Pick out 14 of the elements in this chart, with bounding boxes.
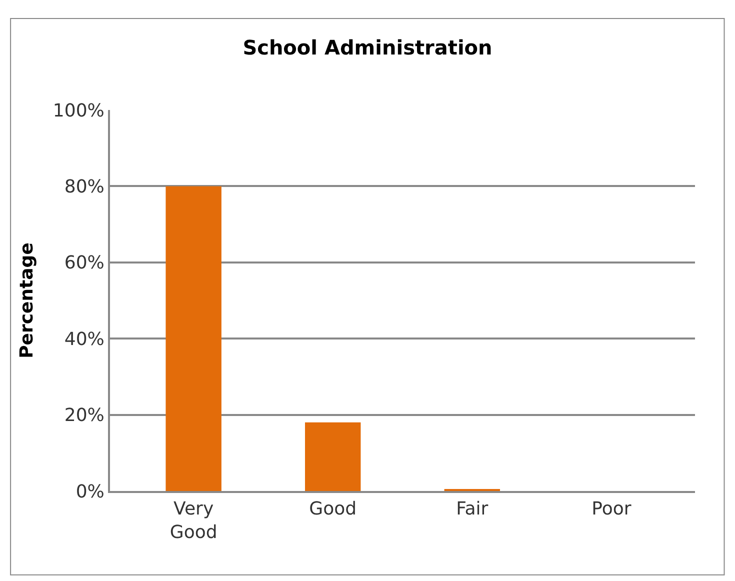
y-tick-label: 80% <box>64 176 104 198</box>
y-tick-label: 60% <box>64 252 104 274</box>
y-tick-label: 40% <box>64 328 104 350</box>
x-tick-label: Fair <box>456 498 489 520</box>
bar <box>166 186 222 491</box>
y-tick-label: 20% <box>64 405 104 426</box>
y-tick-label: 0% <box>76 481 104 502</box>
y-tick-label: 100% <box>52 100 104 122</box>
x-tick-label: Good <box>309 498 357 520</box>
bar <box>305 422 361 491</box>
y-axis-title: Percentage <box>16 242 38 358</box>
x-tick-label: Poor <box>592 498 632 520</box>
x-tick-label: Very Good <box>170 498 218 543</box>
chart-title: School Administration <box>242 36 492 60</box>
